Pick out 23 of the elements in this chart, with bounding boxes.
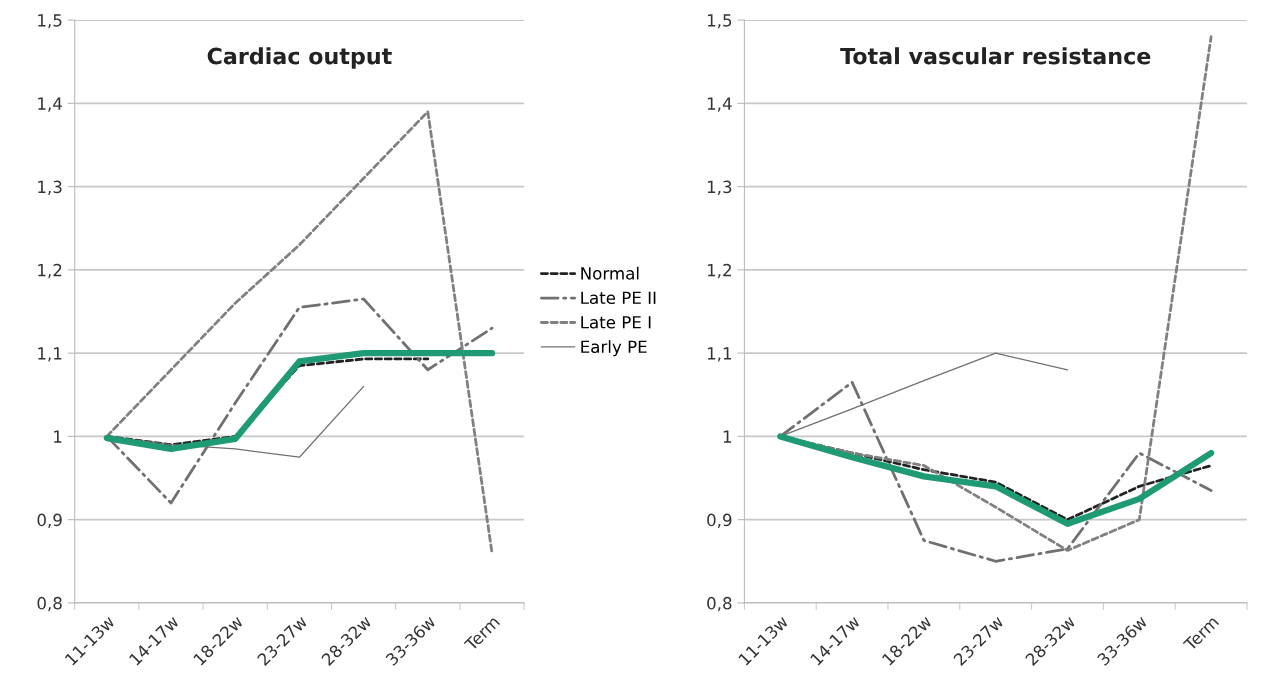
legend-label: Late PE I: [581, 316, 651, 329]
y-tick-label: 1,2: [38, 263, 62, 279]
text: Cardiac output: [207, 47, 392, 69]
y-tick-label: 1: [723, 430, 732, 443]
y-tick-label: 1,3: [707, 180, 732, 195]
y-tick-label: 1,2: [707, 263, 731, 279]
y-tick-label: 1,4: [38, 97, 62, 112]
text: Total vascular resistance: [840, 47, 1151, 65]
legend-label: Normal: [581, 266, 639, 280]
y-tick-label: 1: [54, 430, 62, 443]
y-tick-label: 1,3: [38, 180, 62, 195]
y-tick-label: 1,1: [38, 347, 62, 362]
y-tick-label: 0,9: [707, 513, 732, 528]
legend-label: Early PE: [581, 340, 647, 357]
y-tick-label: 1,4: [707, 97, 732, 112]
line-series: [105, 110, 494, 555]
legend-label: Late PE II: [581, 291, 656, 305]
y-tick-label: 0,8: [707, 596, 732, 612]
y-tick-label: 0,9: [37, 513, 62, 528]
y-tick-label: 0,8: [37, 596, 62, 612]
y-tick-label: 1,5: [707, 14, 732, 29]
y-tick-label: 1,1: [707, 347, 732, 362]
y-tick-label: 1,5: [38, 14, 62, 29]
